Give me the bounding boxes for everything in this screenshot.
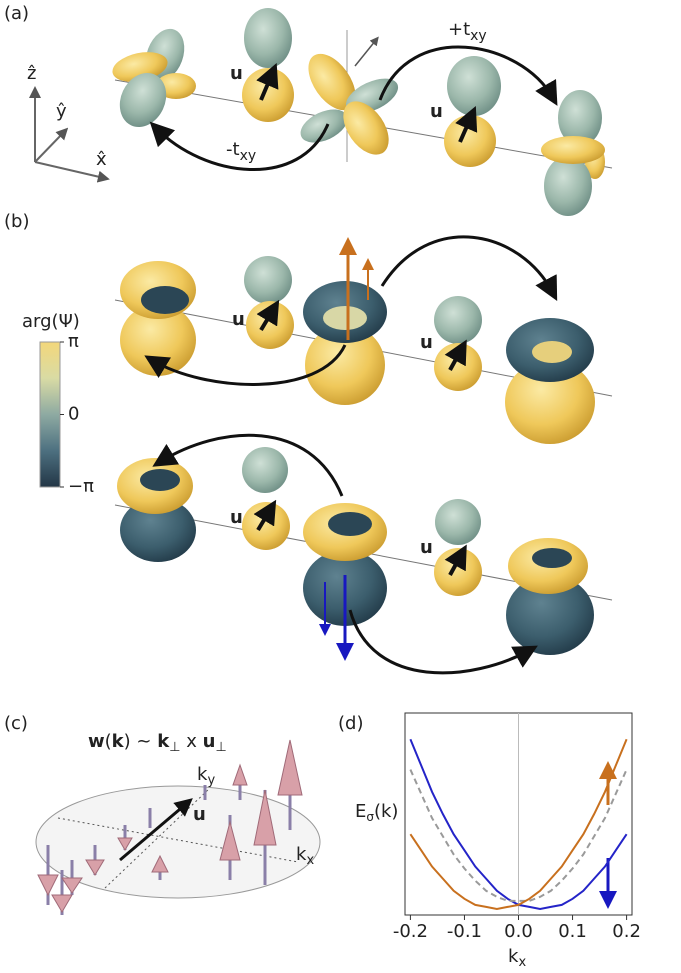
panel-label: (d) — [338, 713, 363, 734]
p-orbital — [242, 447, 290, 550]
x-axis-label: kx — [508, 946, 526, 970]
u-label: u — [230, 63, 243, 84]
p-orbital — [444, 56, 501, 167]
formula-part: ( — [105, 731, 112, 752]
axis-label: x̂ — [96, 149, 107, 170]
torus-orbital — [505, 318, 595, 444]
u-label: u — [420, 332, 433, 353]
hop-arrow — [350, 610, 530, 673]
p-orbital — [242, 8, 294, 122]
colorbar-tick-label: −π — [68, 476, 94, 497]
hop-arrow — [382, 237, 553, 293]
panel-label: (c) — [4, 713, 28, 734]
d-orbital — [295, 40, 403, 163]
formula-part: ⊥ — [169, 740, 180, 755]
u-label: u — [193, 804, 206, 825]
u-label: u — [420, 537, 433, 558]
x-tick-label: 0.2 — [612, 921, 641, 942]
hop-label: -txy — [226, 139, 256, 164]
panel-c: (c) w(k) ~ k⊥ x u⊥ u ky kx — [4, 713, 320, 915]
axis-sub: y — [207, 773, 215, 788]
hop-sub: xy — [470, 28, 487, 44]
label-text: E — [355, 801, 366, 822]
label-sub: x — [518, 955, 526, 970]
colorbar-tick-label: π — [68, 331, 79, 352]
p-orbital — [244, 256, 294, 349]
d-orbital — [541, 90, 605, 216]
formula-part: u — [203, 731, 216, 752]
u-label: u — [230, 507, 243, 528]
colorbar-title: arg(Ψ) — [22, 311, 80, 332]
x-tick-label: 0.1 — [558, 921, 587, 942]
hop-text: +t — [448, 19, 470, 40]
label-text: (k) — [374, 801, 398, 822]
colorbar-tick-label: 0 — [68, 404, 79, 425]
label-text: k — [508, 946, 519, 967]
figure: (a) u u +txy -txy ẑ ŷ x̂ (b) arg(Ψ) π0−π… — [0, 0, 681, 973]
torus-orbital — [120, 261, 196, 376]
x-tick-label: -0.2 — [393, 921, 428, 942]
panel-b: (b) arg(Ψ) π 0 −π u u u u — [4, 211, 612, 673]
axis-label: ky — [197, 764, 215, 788]
axis-sub: x — [306, 853, 314, 868]
torus-orbital — [117, 458, 196, 562]
u-label: u — [430, 101, 443, 122]
formula: w(k) ~ k⊥ x u⊥ — [88, 731, 227, 755]
colorbar-ticks: π 0 −π — [60, 331, 94, 497]
p-orbital — [434, 296, 482, 391]
u-label: u — [232, 309, 245, 330]
torus-orbital — [506, 538, 594, 655]
d-orbital — [110, 23, 196, 134]
hop-label: +txy — [448, 19, 487, 44]
axis-label: ẑ — [27, 63, 36, 84]
panel-label: (a) — [4, 3, 29, 24]
panel-label: (b) — [4, 211, 29, 232]
torus-orbital — [303, 503, 387, 652]
y-axis-label: Eσ(k) — [355, 801, 398, 824]
axis-text: k — [296, 844, 307, 865]
coord-axes — [35, 92, 104, 178]
formula-part: w — [88, 731, 105, 752]
x-tick-label: 0.0 — [504, 921, 533, 942]
page: {"panel_a":{"label":"(a)","axes":["ẑ","ŷ… — [0, 0, 681, 973]
colorbar — [40, 342, 60, 487]
torus-orbital — [303, 246, 387, 405]
x-tick-label: -0.1 — [447, 921, 482, 942]
axis-text: k — [197, 764, 208, 785]
formula-part: x — [181, 731, 203, 752]
formula-part: ⊥ — [215, 740, 226, 755]
panel-a: (a) u u +txy -txy ẑ ŷ x̂ — [4, 3, 612, 216]
panel-d: (d) Eσ(k) kx -0.2 -0.1 0.0 0.1 0.2 — [338, 713, 641, 970]
axis-label: ŷ — [56, 101, 67, 122]
formula-part: ) ~ — [124, 731, 158, 752]
hop-sub: xy — [240, 148, 257, 164]
hop-text: -t — [226, 139, 240, 160]
p-orbital — [434, 499, 482, 596]
